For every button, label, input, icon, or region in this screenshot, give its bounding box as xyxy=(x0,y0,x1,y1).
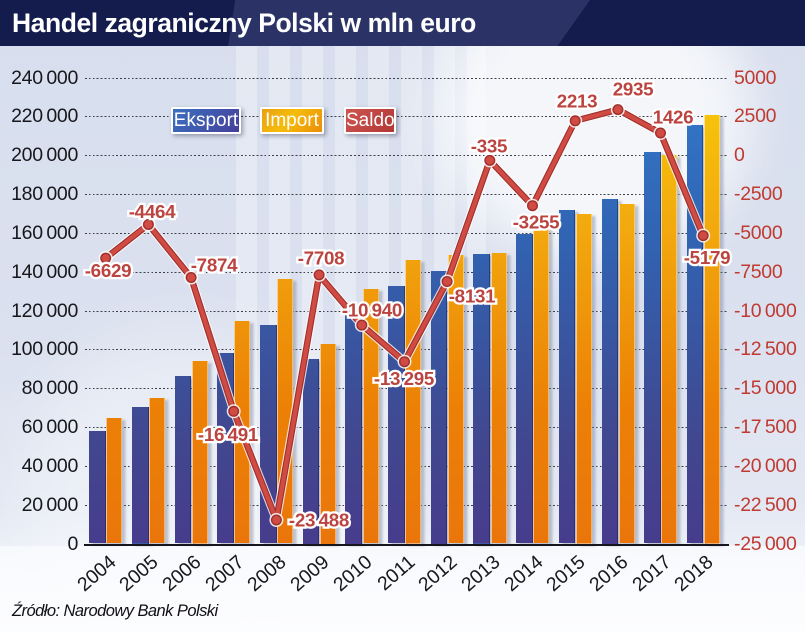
svg-text:-8131: -8131 xyxy=(449,286,496,307)
svg-text:2935: 2935 xyxy=(613,79,654,100)
svg-text:-4464: -4464 xyxy=(129,201,176,222)
svg-text:1426: 1426 xyxy=(653,107,694,128)
svg-text:-7874: -7874 xyxy=(191,255,238,276)
svg-text:-10 940: -10 940 xyxy=(342,300,402,321)
svg-text:-5179: -5179 xyxy=(684,247,731,268)
svg-text:-7708: -7708 xyxy=(298,248,345,269)
svg-text:-6629: -6629 xyxy=(85,260,132,281)
svg-text:2213: 2213 xyxy=(557,91,598,112)
svg-text:-335: -335 xyxy=(471,136,507,157)
svg-text:-23 488: -23 488 xyxy=(289,510,349,531)
svg-text:-13 295: -13 295 xyxy=(374,368,434,389)
svg-text:-16 491: -16 491 xyxy=(198,424,258,445)
svg-text:-3255: -3255 xyxy=(513,212,560,233)
